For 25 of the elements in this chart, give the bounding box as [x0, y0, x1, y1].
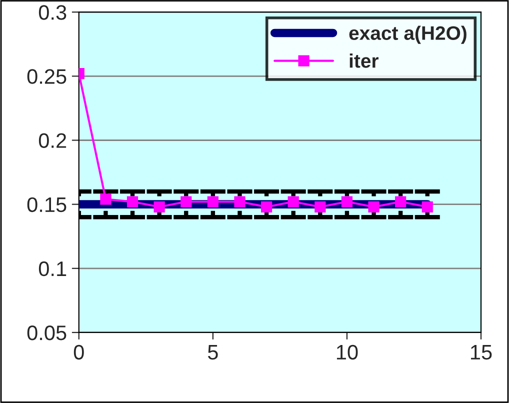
point	[154, 201, 165, 212]
point	[368, 201, 380, 212]
x-tick-label: 10	[336, 344, 358, 360]
point	[100, 194, 112, 205]
y-tick-label: 0.25	[27, 69, 66, 84]
y-tick-label: 0.05	[27, 325, 66, 340]
x-tick-label: 15	[471, 345, 492, 360]
point	[422, 201, 433, 212]
point	[395, 196, 406, 208]
point	[314, 201, 326, 212]
point	[207, 196, 218, 208]
legend-label: exact a(H2O)	[349, 26, 466, 44]
y-tick-label: 0.15	[27, 197, 66, 212]
y-tick-label: 0.2	[38, 133, 66, 148]
y-tick-label: 0.1	[38, 261, 66, 276]
point	[180, 196, 192, 208]
legend-label: iter	[350, 54, 378, 68]
x-tick-label: 0	[74, 344, 84, 360]
point	[126, 196, 138, 208]
x-tick-label: 5	[208, 345, 218, 360]
point	[341, 196, 353, 208]
point	[260, 201, 272, 212]
point	[288, 196, 299, 208]
point	[234, 196, 246, 208]
y-tick-label: 0.3	[38, 5, 66, 20]
